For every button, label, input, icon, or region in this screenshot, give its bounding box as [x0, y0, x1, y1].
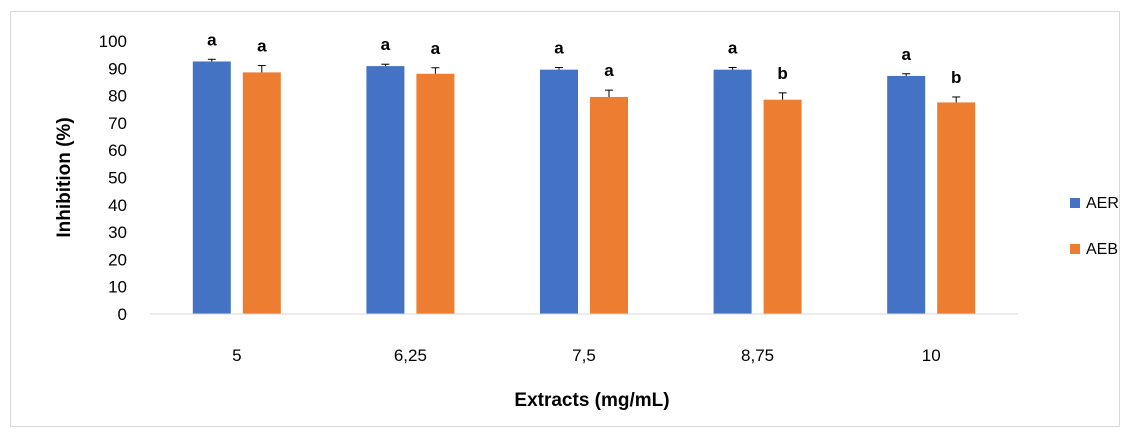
legend-label: AEB [1086, 241, 1118, 258]
x-tick-label: 7,5 [572, 346, 596, 365]
bar-aeb [937, 102, 976, 314]
bar-aer [713, 69, 752, 314]
bar-aeb [416, 73, 455, 314]
significance-letter: a [604, 61, 614, 80]
y-tick-label: 60 [108, 141, 127, 160]
x-tick-label: 10 [922, 346, 941, 365]
bar-aer [192, 61, 231, 314]
x-tick-label: 5 [232, 346, 241, 365]
legend: AER AEB [1070, 195, 1119, 258]
y-tick-label: 50 [108, 169, 127, 188]
significance-letter: b [951, 68, 961, 87]
significance-letter: a [257, 37, 267, 56]
significance-letter: a [381, 35, 391, 54]
significance-letter: a [901, 45, 911, 64]
y-tick-label: 90 [108, 59, 127, 78]
bars-group [192, 58, 976, 315]
bar-aer [366, 66, 405, 314]
bar-aeb [763, 99, 802, 314]
legend-label: AER [1086, 195, 1119, 212]
y-tick-label: 40 [108, 196, 127, 215]
bar-aer [540, 69, 578, 314]
significance-letter: b [777, 64, 787, 83]
y-tick-label: 100 [99, 32, 127, 51]
y-tick-label: 0 [118, 305, 127, 324]
bar-aeb [590, 96, 628, 314]
significance-labels: a a a a a a a b a b [207, 30, 961, 87]
significance-letter: a [554, 38, 564, 57]
y-tick-label: 80 [108, 87, 127, 106]
y-axis-title: Inhibition (%) [54, 117, 75, 237]
significance-letter: a [207, 30, 217, 49]
x-axis-title: Extracts (mg/mL) [514, 390, 669, 411]
y-tick-label: 30 [108, 223, 127, 242]
x-axis-ticks: 5 6,25 7,5 8,75 10 [232, 346, 941, 365]
significance-letter: a [431, 39, 441, 58]
bar-aeb [242, 72, 281, 315]
y-tick-label: 10 [108, 278, 127, 297]
bar-aer [887, 75, 926, 314]
legend-swatch [1070, 244, 1080, 254]
y-tick-label: 70 [108, 114, 127, 133]
y-tick-label: 20 [108, 250, 127, 269]
x-tick-label: 6,25 [394, 346, 427, 365]
legend-swatch [1070, 198, 1080, 208]
y-axis-ticks: 0 10 20 30 40 50 60 70 80 90 100 [99, 32, 127, 324]
significance-letter: a [728, 38, 738, 57]
x-tick-label: 8,75 [741, 346, 774, 365]
